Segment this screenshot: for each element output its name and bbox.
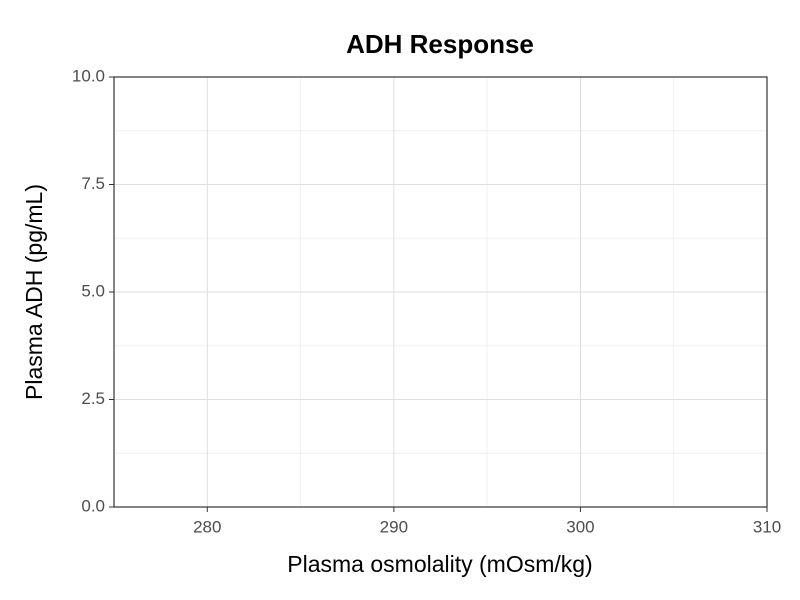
x-tick-label: 310 (753, 517, 781, 536)
panel-border (113, 76, 768, 508)
chart-title: ADH Response (346, 29, 534, 59)
y-tick-label: 10.0 (72, 66, 105, 85)
y-tick-label: 2.5 (81, 389, 105, 408)
y-tick-label: 7.5 (81, 174, 105, 193)
x-axis-title: Plasma osmolality (mOsm/kg) (287, 551, 592, 577)
x-tick-label: 290 (380, 517, 408, 536)
x-tick-label: 280 (193, 517, 221, 536)
y-tick-label: 5.0 (81, 281, 105, 300)
y-axis-title: Plasma ADH (pg/mL) (21, 184, 47, 400)
y-tick-label: 0.0 (81, 496, 105, 515)
x-tick-label: 300 (566, 517, 594, 536)
